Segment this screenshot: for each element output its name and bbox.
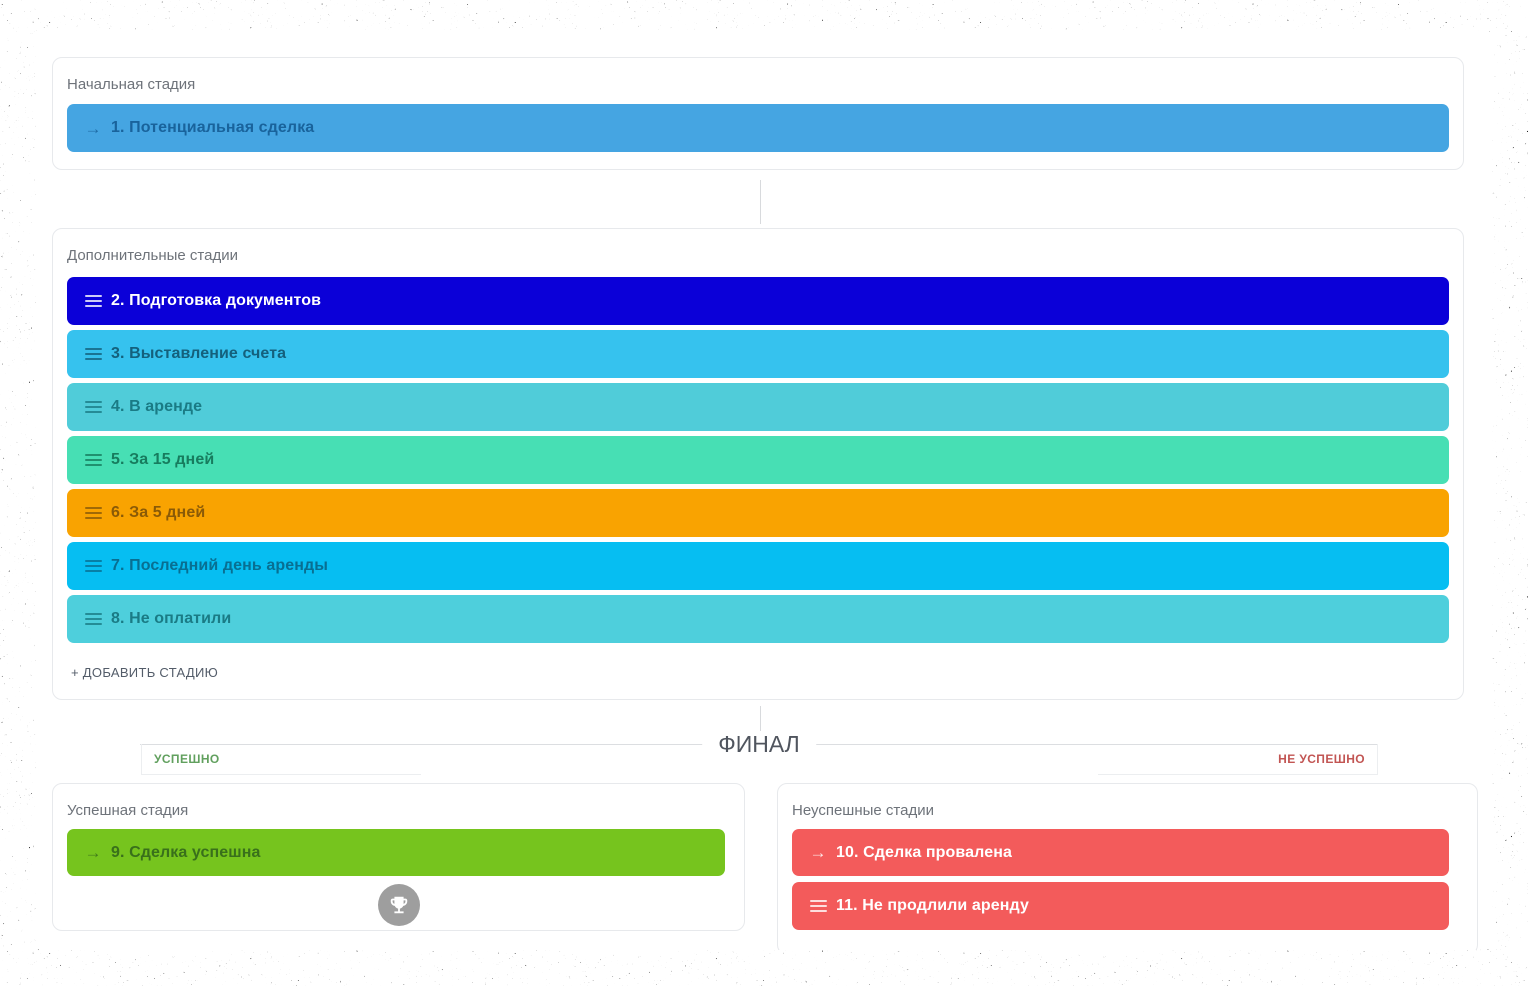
additional-stages-section-label: Дополнительные стадии [67,247,238,264]
stage-bar-last-rental-day[interactable]: 7. Последний день аренды [67,542,1449,590]
stage-label: 7. Последний день аренды [111,557,328,574]
stage-label: 8. Не оплатили [111,610,232,627]
drag-handle-icon[interactable] [83,560,103,572]
drag-handle-icon[interactable] [83,454,103,466]
stage-label: 4. В аренде [111,398,203,415]
stage-label: 3. Выставление счета [111,345,287,362]
stage-label: 9. Сделка успешна [111,843,261,861]
success-stage-section-label: Успешная стадия [67,802,189,819]
arrow-right-icon: → [84,843,102,862]
success-stage-card: Успешная стадия → 9. Сделка успешна [52,783,745,931]
stage-label: 6. За 5 дней [111,504,206,521]
initial-stage-card: Начальная стадия → 1. Потенциальная сдел… [52,57,1464,170]
fail-stages-card: Неуспешные стадии → 10. Сделка провалена… [777,783,1478,950]
stage-bar-not-paid[interactable]: 8. Не оплатили [67,595,1449,643]
arrow-right-icon: → [809,843,827,862]
drag-handle-icon[interactable] [83,401,103,413]
final-divider: ФИНАЛ [140,731,1378,758]
drag-handle-icon[interactable] [83,507,103,519]
final-section-title: ФИНАЛ [702,731,816,758]
stage-label: 10. Сделка провалена [836,843,1012,861]
stage-bar-invoice[interactable]: 3. Выставление счета [67,330,1449,378]
additional-stages-card: Дополнительные стадии 2. Подготовка доку… [52,228,1464,700]
pipeline-editor-page: Начальная стадия → 1. Потенциальная сдел… [36,30,1492,950]
flow-connector-line [760,180,761,224]
drag-handle-icon[interactable] [83,348,103,360]
arrow-right-icon: → [84,118,102,138]
add-stage-button[interactable]: + ДОБАВИТЬ СТАДИЮ [71,665,219,680]
stage-label: 11. Не продлили аренду [836,897,1029,914]
fail-stages-section-label: Неуспешные стадии [792,802,934,819]
stage-bar-15-days[interactable]: 5. За 15 дней [67,436,1449,484]
stage-bar-not-renewed[interactable]: 11. Не продлили аренду [792,882,1449,930]
drag-handle-icon[interactable] [83,613,103,625]
initial-stage-section-label: Начальная стадия [67,76,196,93]
stage-bar-documents[interactable]: 2. Подготовка документов [67,277,1449,325]
stage-bar-potential-deal[interactable]: → 1. Потенциальная сделка [67,104,1449,152]
stage-label: 1. Потенциальная сделка [111,119,315,136]
stage-bar-deal-won[interactable]: → 9. Сделка успешна [67,829,725,876]
drag-handle-icon[interactable] [808,900,828,912]
stage-bar-deal-lost[interactable]: → 10. Сделка провалена [792,829,1449,876]
stage-bar-5-days[interactable]: 6. За 5 дней [67,489,1449,537]
stage-label: 2. Подготовка документов [111,292,322,309]
fail-tab-label: НЕ УСПЕШНО [1098,744,1378,775]
success-tab-label: УСПЕШНО [141,744,421,775]
flow-connector-line [760,706,761,744]
additional-stages-list: 2. Подготовка документов 3. Выставление … [67,277,1449,648]
drag-handle-icon[interactable] [83,295,103,307]
trophy-icon [378,884,420,926]
stage-bar-renting[interactable]: 4. В аренде [67,383,1449,431]
stage-label: 5. За 15 дней [111,451,215,468]
